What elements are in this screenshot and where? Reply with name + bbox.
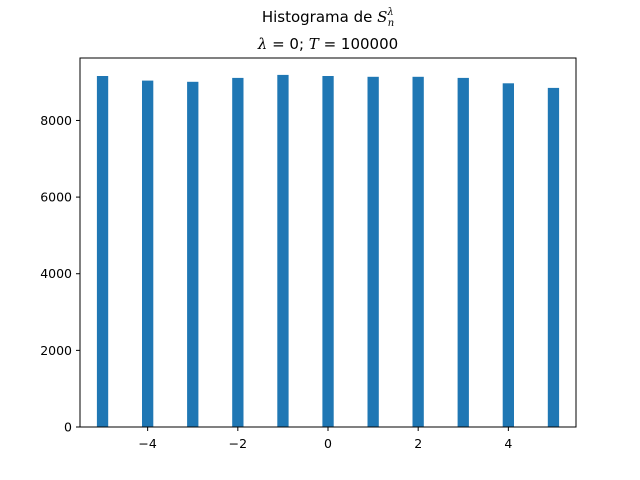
y-tick-label: 4000 [40, 266, 72, 281]
title-lambda: λ [257, 35, 268, 53]
x-tick-label: 4 [504, 436, 512, 451]
x-axis-ticks: −4 −2 0 2 4 [138, 427, 512, 451]
x-tick-label: 0 [324, 436, 332, 451]
x-tick-label: 2 [414, 436, 422, 451]
title-superscript: λ [386, 7, 393, 18]
title-subscript: n [388, 18, 394, 29]
title-prefix: Histograma de [262, 8, 377, 26]
y-tick-label: 0 [64, 420, 72, 435]
chart-title-line1: Histograma de Sλ n [262, 7, 394, 29]
histogram-bar [547, 87, 560, 428]
plot-frame [79, 57, 577, 428]
histogram-bar [187, 81, 199, 428]
title-eq2: = 100000 [319, 35, 398, 53]
histogram-bar [322, 76, 334, 427]
y-tick-label: 2000 [40, 343, 72, 358]
title-T: T [309, 35, 320, 53]
histogram-bar [232, 77, 244, 428]
x-tick-label: −2 [229, 436, 247, 451]
chart-title-line2: λ = 0; T = 100000 [257, 35, 398, 53]
title-eq1: = 0; [267, 35, 308, 53]
histogram-bar [457, 77, 469, 428]
histogram-bar [412, 76, 424, 428]
title-symbol: S [377, 8, 387, 26]
histogram-bar [277, 74, 289, 428]
histogram-bar [96, 76, 109, 427]
y-axis-ticks: 0 2000 4000 6000 8000 [40, 113, 80, 435]
bars-group [96, 74, 560, 428]
x-tick-label: −4 [138, 436, 156, 451]
histogram-bar [142, 80, 154, 427]
histogram-bar [502, 83, 514, 428]
histogram-bar [367, 76, 379, 428]
y-tick-label: 8000 [40, 113, 72, 128]
y-tick-label: 6000 [40, 190, 72, 205]
